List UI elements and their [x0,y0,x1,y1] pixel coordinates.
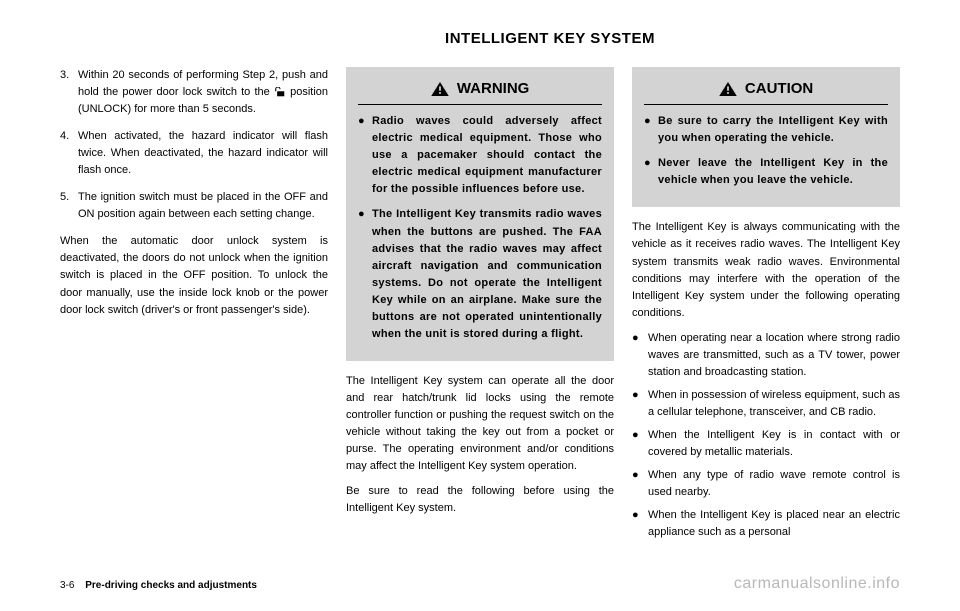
section-title: INTELLIGENT KEY SYSTEM [60,30,900,47]
column-1: 3. Within 20 seconds of performing Step … [60,67,328,547]
item-text: The Intelligent Key transmits radio wave… [372,206,602,342]
page-number: 3-6 [60,580,74,591]
caution-box: CAUTION ● Be sure to carry the Intellige… [632,67,900,207]
bullet-icon: ● [632,427,648,461]
warning-header: WARNING [358,77,602,105]
warning-title: WARNING [457,80,530,97]
list-item: ● The Intelligent Key transmits radio wa… [358,206,602,342]
page: INTELLIGENT KEY SYSTEM 3. Within 20 seco… [0,0,960,567]
column-3: CAUTION ● Be sure to carry the Intellige… [632,67,900,547]
caution-icon [719,82,737,96]
list-item: ● Radio waves could adversely affect ele… [358,113,602,198]
bullet-icon: ● [644,155,658,189]
list-item: 4. When activated, the hazard indicator … [60,128,328,179]
list-item: ● Never leave the Intelligent Key in the… [644,155,888,189]
item-text: Radio waves could adversely affect elect… [372,113,602,198]
list-item: ● When the Intelligent Key is placed nea… [632,507,900,541]
warning-list: ● Radio waves could adversely affect ele… [358,113,602,343]
footer: 3-6 Pre-driving checks and adjustments [60,580,257,591]
bullet-icon: ● [632,507,648,541]
item-number: 4. [60,128,78,179]
item-text: Never leave the Intelligent Key in the v… [658,155,888,189]
list-item: ● Be sure to carry the Intelligent Key w… [644,113,888,147]
list-item: ● When in possession of wireless equipme… [632,387,900,421]
warning-box: WARNING ● Radio waves could adversely af… [346,67,614,361]
footer-section: Pre-driving checks and adjustments [85,580,257,591]
watermark: carmanualsonline.info [734,575,900,593]
item-text: The ignition switch must be placed in th… [78,189,328,223]
paragraph: When the automatic door unlock system is… [60,233,328,318]
list-item: ● When operating near a location where s… [632,330,900,381]
bullet-icon: ● [644,113,658,147]
item-text: When the Intelligent Key is in contact w… [648,427,900,461]
caution-list: ● Be sure to carry the Intelligent Key w… [644,113,888,189]
item-text: When activated, the hazard indicator wil… [78,128,328,179]
item-text: When any type of radio wave remote contr… [648,467,900,501]
bullet-icon: ● [358,206,372,342]
item-number: 5. [60,189,78,223]
item-text: Within 20 seconds of performing Step 2, … [78,67,328,118]
list-item: ● When any type of radio wave remote con… [632,467,900,501]
item-text: When operating near a location where str… [648,330,900,381]
bullet-list: ● When operating near a location where s… [632,330,900,542]
warning-icon [431,82,449,96]
item-number: 3. [60,67,78,118]
item-text: Be sure to carry the Intelligent Key wit… [658,113,888,147]
bullet-icon: ● [632,467,648,501]
paragraph: The Intelligent Key system can operate a… [346,373,614,475]
bullet-icon: ● [632,330,648,381]
column-2: WARNING ● Radio waves could adversely af… [346,67,614,547]
bullet-icon: ● [632,387,648,421]
caution-header: CAUTION [644,77,888,105]
unlock-icon [274,87,286,97]
caution-title: CAUTION [745,80,813,97]
item-text: When in possession of wireless equipment… [648,387,900,421]
bullet-icon: ● [358,113,372,198]
paragraph: The Intelligent Key is always communicat… [632,219,900,321]
list-item: ● When the Intelligent Key is in contact… [632,427,900,461]
list-item: 5. The ignition switch must be placed in… [60,189,328,223]
columns: 3. Within 20 seconds of performing Step … [60,67,900,547]
paragraph: Be sure to read the following before usi… [346,483,614,517]
item-text: When the Intelligent Key is placed near … [648,507,900,541]
list-item: 3. Within 20 seconds of performing Step … [60,67,328,118]
numbered-list: 3. Within 20 seconds of performing Step … [60,67,328,223]
